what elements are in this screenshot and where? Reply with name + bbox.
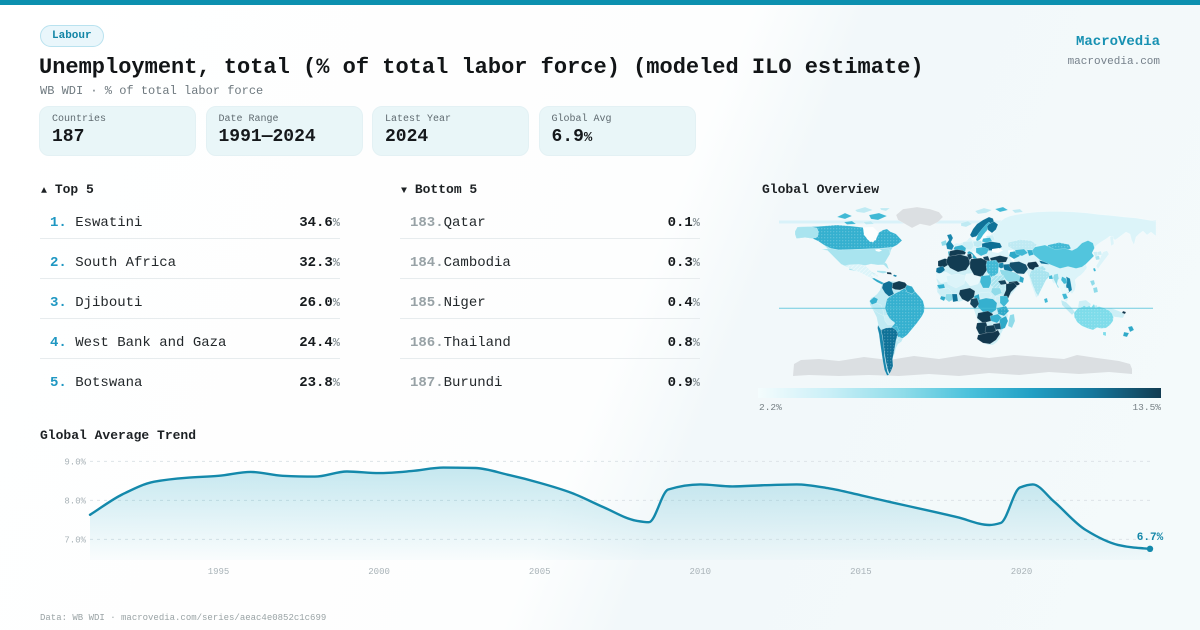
svg-text:2005: 2005 (529, 567, 551, 577)
svg-text:2000: 2000 (368, 567, 390, 577)
svg-text:2015: 2015 (850, 567, 872, 577)
svg-text:2010: 2010 (689, 567, 711, 577)
svg-text:6.7%: 6.7% (1137, 532, 1164, 544)
svg-text:1995: 1995 (208, 567, 230, 577)
svg-text:8.0%: 8.0% (64, 496, 86, 506)
svg-text:2020: 2020 (1011, 567, 1033, 577)
svg-text:9.0%: 9.0% (64, 457, 86, 467)
svg-text:7.0%: 7.0% (64, 535, 86, 545)
